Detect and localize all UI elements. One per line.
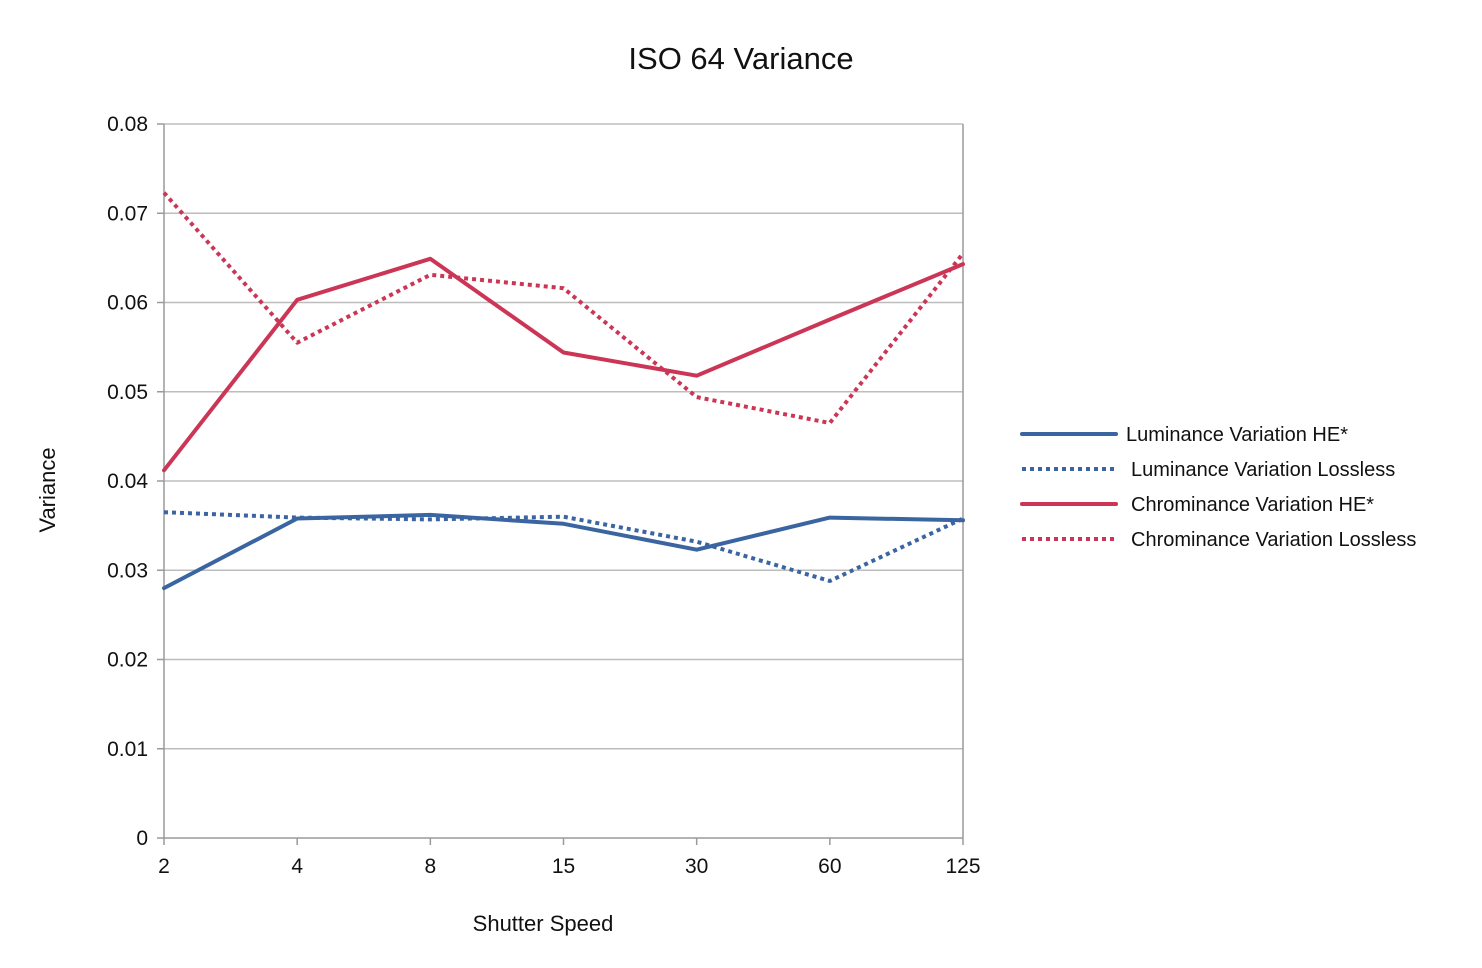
data-point	[428, 513, 432, 517]
series-line-4	[162, 191, 965, 425]
series-line-2	[163, 510, 964, 583]
y-tick-label: 0.01	[107, 738, 148, 761]
legend-label: Chrominance Variation Lossless	[1131, 529, 1416, 551]
legend-label: Chrominance Variation HE*	[1131, 494, 1374, 516]
data-point	[295, 298, 299, 302]
data-point	[428, 273, 432, 277]
data-point	[695, 548, 699, 552]
data-point	[695, 374, 699, 378]
y-tick-label: 0.06	[107, 292, 148, 315]
axes	[157, 123, 964, 845]
x-tick-label: 125	[945, 855, 980, 878]
data-point	[428, 517, 432, 521]
x-axis-label: Shutter Speed	[473, 911, 614, 936]
data-point	[562, 350, 566, 354]
series-line-1	[162, 512, 965, 591]
y-tick-label: 0.03	[107, 559, 148, 582]
x-tick-label: 2	[158, 855, 170, 878]
data-point	[828, 317, 832, 321]
legend-label: Luminance Variation HE*	[1126, 424, 1348, 446]
y-tick-label: 0.07	[107, 202, 148, 225]
data-point	[961, 262, 965, 266]
x-tick-label: 4	[291, 855, 303, 878]
data-point	[562, 286, 566, 290]
chart-title: ISO 64 Variance	[628, 41, 853, 76]
x-tick-label: 8	[424, 855, 436, 878]
y-tick-label: 0.04	[107, 470, 148, 493]
y-tick-label: 0.08	[107, 113, 148, 136]
legend-label: Luminance Variation Lossless	[1131, 459, 1395, 481]
y-tick-label: 0	[136, 827, 148, 850]
legend: Luminance Variation HE* Luminance Variati…	[1020, 424, 1416, 551]
series-line-3	[162, 256, 965, 473]
x-tick-label: 15	[552, 855, 575, 878]
data-point	[828, 516, 832, 520]
data-point	[695, 540, 699, 544]
data-point	[828, 421, 832, 425]
data-point	[295, 341, 299, 345]
x-tick-label: 30	[685, 855, 708, 878]
data-point	[695, 395, 699, 399]
data-point	[295, 516, 299, 520]
data-point	[162, 510, 166, 514]
y-tick-label: 0.05	[107, 381, 148, 404]
data-point	[961, 251, 965, 255]
data-point	[828, 579, 832, 583]
series-lines	[162, 191, 965, 591]
data-point	[162, 468, 166, 472]
data-point	[961, 516, 965, 520]
data-point	[162, 191, 166, 195]
data-point	[428, 257, 432, 261]
y-tick-label: 0.02	[107, 649, 148, 672]
data-point	[562, 522, 566, 526]
y-axis-label: Variance	[35, 447, 60, 532]
data-point	[562, 515, 566, 519]
data-point	[162, 586, 166, 590]
x-tick-label: 60	[818, 855, 841, 878]
grid	[164, 123, 963, 750]
tick-labels: 0 0.01 0.02 0.03 0.04 0.05 0.06 0.07 0.08 2 4 8 15 30…	[107, 113, 980, 878]
